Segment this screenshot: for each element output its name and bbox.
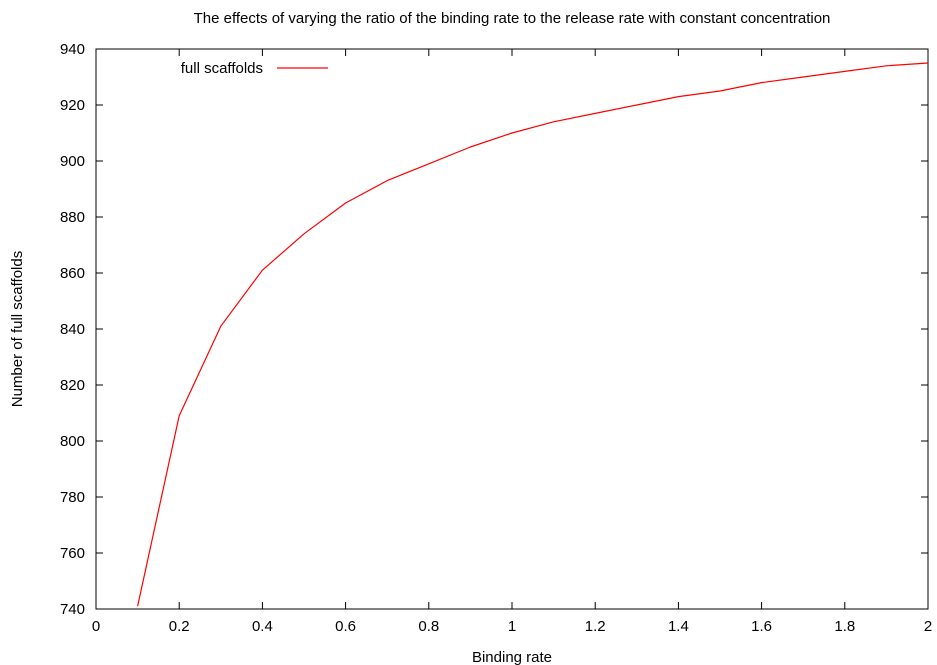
series-line-full-scaffolds (137, 62, 929, 607)
x-tick-label: 1 (508, 618, 516, 635)
y-tick-label: 820 (60, 377, 85, 394)
y-tick-label: 840 (60, 321, 85, 338)
y-tick-label: 860 (60, 265, 85, 282)
legend: full scaffolds (181, 60, 328, 77)
y-tick-label: 900 (60, 153, 85, 170)
x-tick-label: 0.4 (252, 618, 273, 635)
y-tick-label: 920 (60, 97, 85, 114)
y-tick-label: 800 (60, 433, 85, 450)
y-tick-label: 760 (60, 545, 85, 562)
y-tick-label: 940 (60, 41, 85, 58)
y-tick-label: 740 (60, 601, 85, 618)
x-tick-label: 2 (924, 618, 932, 635)
x-tick-label: 1.4 (668, 618, 689, 635)
x-tick-label: 0.6 (335, 618, 356, 635)
x-tick-label: 0 (92, 618, 100, 635)
x-tick-label: 0.8 (418, 618, 439, 635)
y-axis-label: Number of full scaffolds (9, 251, 26, 407)
legend-label-full-scaffolds: full scaffolds (181, 60, 263, 77)
y-tick-label: 780 (60, 489, 85, 506)
x-tick-label: 0.2 (169, 618, 190, 635)
x-tick-label: 1.8 (834, 618, 855, 635)
y-axis: 740 760 780 800 820 840 860 880 900 920 940 (60, 41, 928, 618)
series-layer (137, 62, 929, 607)
y-tick-label: 880 (60, 209, 85, 226)
chart-title: The effects of varying the ratio of the … (194, 10, 831, 27)
x-tick-label: 1.2 (585, 618, 606, 635)
x-axis: 0 0.2 0.4 0.6 0.8 1 1.2 1.4 1.6 1.8 2 (92, 49, 932, 635)
x-axis-label: Binding rate (472, 649, 552, 665)
x-tick-label: 1.6 (751, 618, 772, 635)
